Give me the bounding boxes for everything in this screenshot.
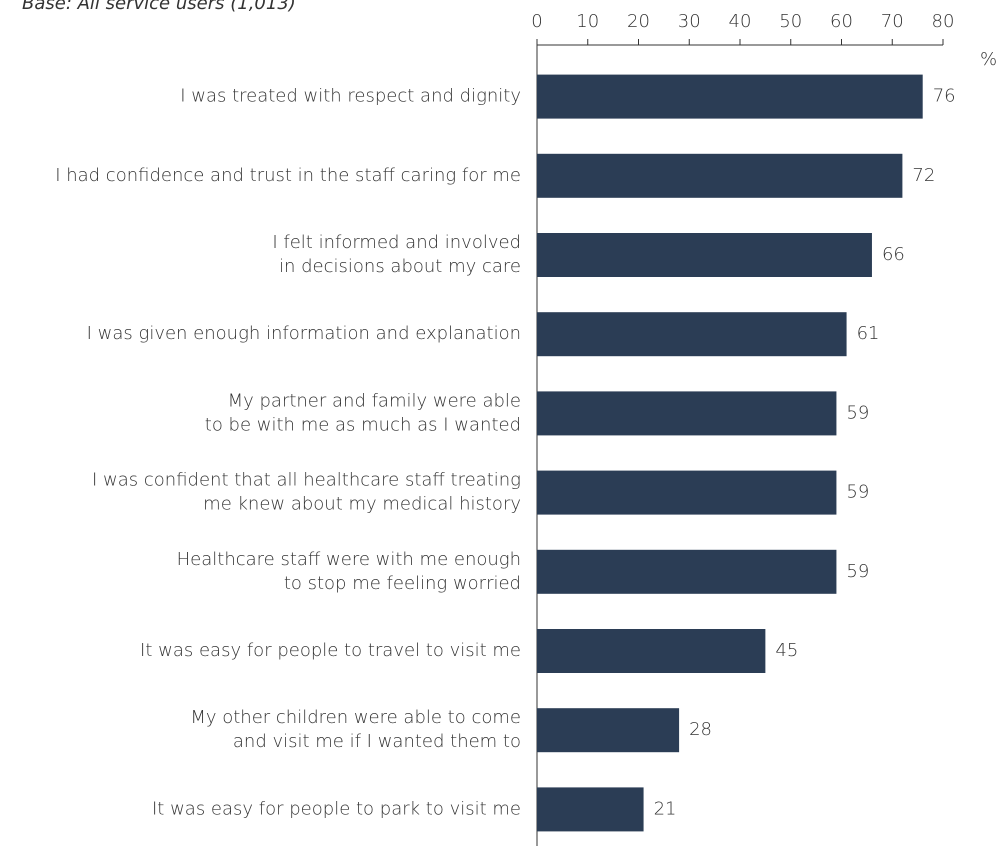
x-tick-label: 40 xyxy=(729,11,752,32)
bar xyxy=(537,153,903,198)
bar xyxy=(537,233,872,277)
axis-unit: % xyxy=(980,49,997,70)
category-label: It was easy for people to travel to visi… xyxy=(140,640,521,661)
category-label: I was confident that all healthcare staf… xyxy=(92,470,521,515)
bar xyxy=(537,74,923,119)
bar xyxy=(537,470,837,515)
category-label: I was given enough information and expla… xyxy=(87,323,521,344)
chart-subtitle: Base: All service users (1,013) xyxy=(22,0,296,14)
value-label: 72 xyxy=(912,165,935,186)
value-label: 76 xyxy=(933,86,956,107)
value-label: 61 xyxy=(857,323,880,344)
bar xyxy=(537,708,680,753)
bar xyxy=(537,391,837,436)
category-label: It was easy for people to park to visit … xyxy=(152,798,521,819)
x-tick-label: 80 xyxy=(932,11,955,32)
bar xyxy=(537,629,766,673)
category-label: I felt informed and involved in decisions… xyxy=(272,232,521,277)
x-tick-label: 60 xyxy=(830,11,853,32)
value-label: 21 xyxy=(654,798,677,819)
category-label: I was treated with respect and dignity xyxy=(180,86,521,107)
x-tick-label: 0 xyxy=(531,11,542,32)
bar xyxy=(537,787,644,832)
category-label: I had confidence and trust in the staff … xyxy=(55,165,521,186)
x-tick-label: 70 xyxy=(881,11,904,32)
x-tick-label: 10 xyxy=(576,11,599,32)
category-label: My other children were able to come and v… xyxy=(190,707,521,752)
x-tick-label: 20 xyxy=(627,11,650,32)
value-label: 59 xyxy=(846,561,869,582)
value-label: 45 xyxy=(775,640,798,661)
value-label: 66 xyxy=(882,244,905,265)
bar xyxy=(537,312,847,357)
x-tick-label: 30 xyxy=(678,11,701,32)
bar xyxy=(537,549,837,594)
value-label: 28 xyxy=(689,719,712,740)
x-tick-label: 50 xyxy=(779,11,802,32)
category-label: Healthcare staff were with me enough to s… xyxy=(177,549,521,594)
category-label: My partner and family were able to be wit… xyxy=(205,390,521,435)
value-label: 59 xyxy=(846,402,869,423)
value-label: 59 xyxy=(846,482,869,503)
